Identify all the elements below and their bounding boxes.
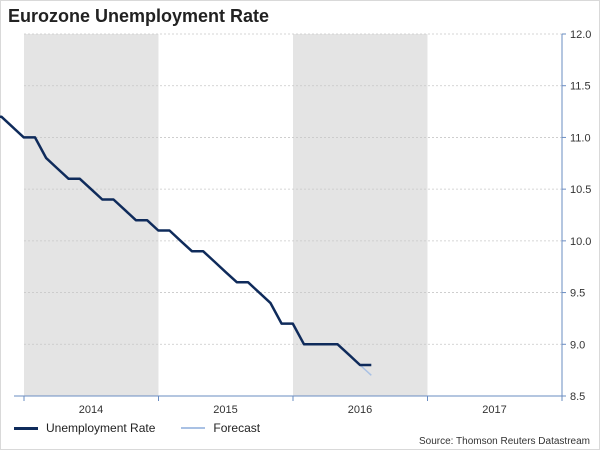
y-tick-label: 8.5	[570, 391, 585, 403]
y-tick-label: 11.0	[570, 132, 591, 144]
legend-swatch-unemployment	[14, 426, 38, 430]
x-tick-label-2015: 2015	[213, 404, 237, 416]
legend-label-forecast: Forecast	[213, 421, 261, 435]
shaded-band-2016	[293, 34, 428, 396]
chart-title: Eurozone Unemployment Rate	[8, 6, 270, 26]
x-tick-label-2014: 2014	[79, 404, 103, 416]
x-tick-label-2016: 2016	[348, 404, 372, 416]
legend-label-unemployment: Unemployment Rate	[46, 421, 156, 435]
series-line-forecast	[359, 364, 372, 376]
y-tick-label: 10.5	[570, 184, 591, 196]
y-tick-label: 11.5	[570, 81, 591, 93]
y-tick-label: 9.5	[570, 288, 585, 300]
y-tick-label: 9.0	[570, 339, 585, 351]
y-tick-label: 12.0	[570, 29, 591, 41]
source-note: Source: Thomson Reuters Datastream	[418, 436, 590, 447]
x-tick-label-2017: 2017	[482, 404, 506, 416]
shaded-band-2014	[24, 34, 159, 396]
y-tick-label: 10.0	[570, 236, 591, 248]
legend: Unemployment Rate Forecast	[14, 420, 286, 436]
legend-item-unemployment: Unemployment Rate	[14, 421, 155, 435]
series-line-unemployment-rate	[0, 115, 372, 367]
legend-swatch-forecast	[181, 427, 206, 429]
legend-item-forecast: Forecast	[181, 421, 260, 435]
